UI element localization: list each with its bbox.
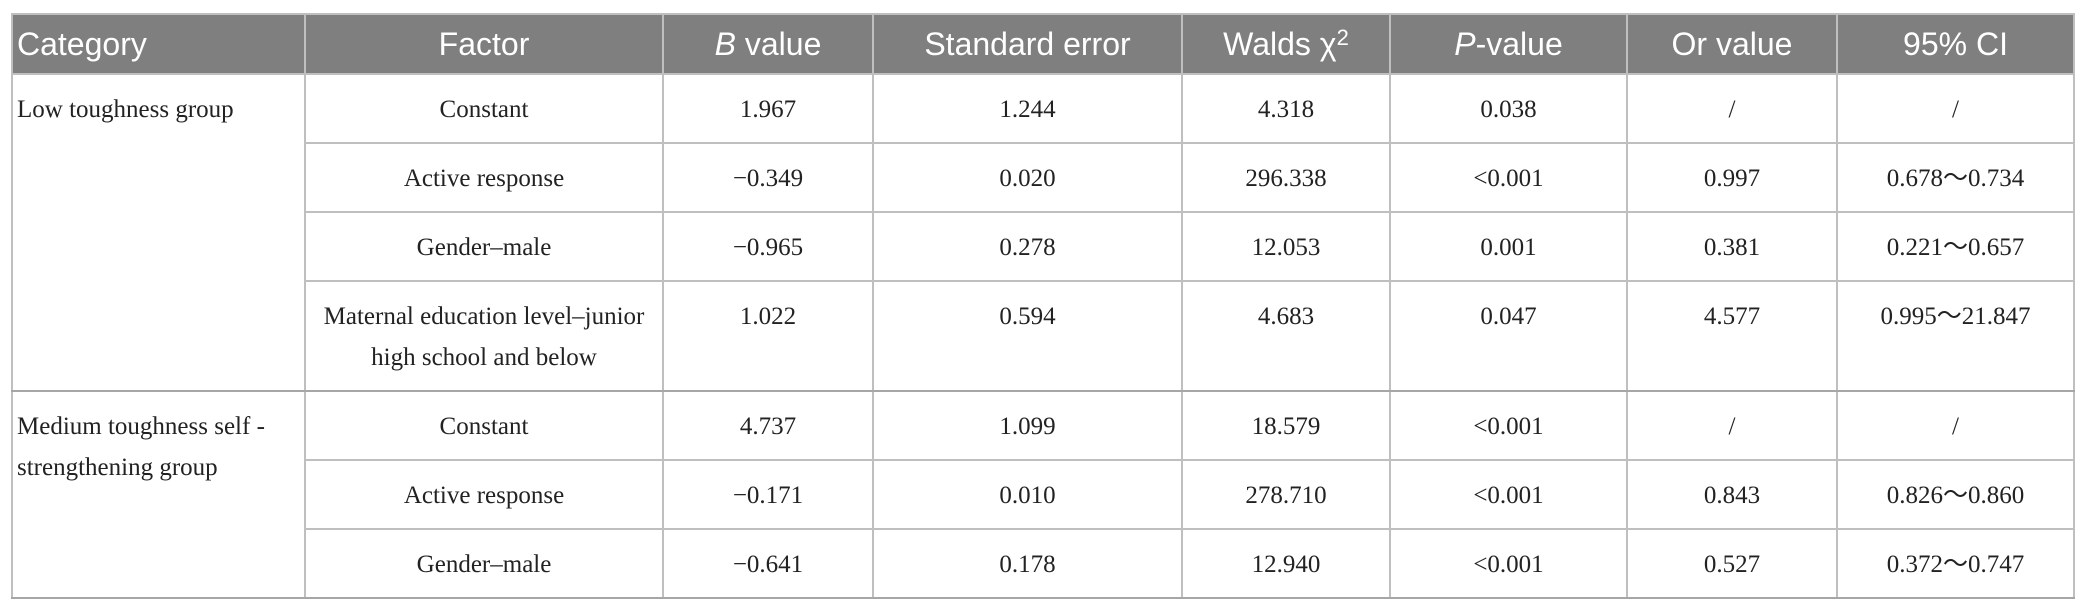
header-text: Category xyxy=(17,25,147,62)
factor-cell: Active response xyxy=(304,459,664,530)
value-cell: / xyxy=(1836,390,2075,461)
value-cell: / xyxy=(1626,73,1838,144)
value-cell: 296.338 xyxy=(1181,142,1391,213)
value-cell: 0.594 xyxy=(872,280,1183,392)
category-cell: Medium toughness self -strengthening gro… xyxy=(11,390,306,599)
column-header: Category xyxy=(11,13,306,75)
value-cell: 0.010 xyxy=(872,459,1183,530)
header-italic: P xyxy=(1454,25,1476,62)
header-text: Standard error xyxy=(924,25,1131,62)
column-header: Factor xyxy=(304,13,664,75)
header-text: -value xyxy=(1475,25,1563,62)
value-cell: 0.047 xyxy=(1389,280,1628,392)
column-header: B value xyxy=(662,13,874,75)
factor-cell: Constant xyxy=(304,73,664,144)
table-row: Maternal education level–junior high sch… xyxy=(12,280,2075,392)
value-cell: 1.967 xyxy=(662,73,874,144)
value-cell: 4.737 xyxy=(662,390,874,461)
header-italic: B xyxy=(714,25,736,62)
value-cell: 0.381 xyxy=(1626,211,1838,282)
value-cell: 0.001 xyxy=(1389,211,1628,282)
value-cell: 0.826～0.860 xyxy=(1836,459,2075,530)
table-row: Low toughness group Constant 1.967 1.244 4.3… xyxy=(11,73,2075,392)
value-cell: / xyxy=(1836,73,2075,144)
header-row: Category Factor B value Standard error Walds… xyxy=(11,13,2075,75)
value-cell: 0.527 xyxy=(1626,528,1838,599)
value-cell: 0.678～0.734 xyxy=(1836,142,2075,213)
value-cell: 4.683 xyxy=(1181,280,1391,392)
value-cell: 0.178 xyxy=(872,528,1183,599)
value-cell: 18.579 xyxy=(1181,390,1391,461)
value-cell: 0.278 xyxy=(872,211,1183,282)
value-cell: 0.020 xyxy=(872,142,1183,213)
value-cell: / xyxy=(1626,390,1838,461)
value-cell: 1.244 xyxy=(872,73,1183,144)
factor-cell: Gender–male xyxy=(304,211,664,282)
header-text: Walds χ xyxy=(1223,25,1337,62)
value-cell: 1.099 xyxy=(872,390,1183,461)
value-cell: <0.001 xyxy=(1389,528,1628,599)
header-text: 95% CI xyxy=(1903,25,2008,62)
value-cell: 12.940 xyxy=(1181,528,1391,599)
factor-cell: Active response xyxy=(304,142,664,213)
header-text: Or value xyxy=(1671,25,1793,62)
header-text: Factor xyxy=(438,25,530,62)
value-cell: −0.171 xyxy=(662,459,874,530)
column-header: P-value xyxy=(1389,13,1628,75)
value-cell: <0.001 xyxy=(1389,142,1628,213)
table-row: Gender–male −0.641 0.178 12.940 <0.001 0.527 0… xyxy=(12,528,2075,599)
factor-cell: Maternal education level–junior high sch… xyxy=(304,280,664,392)
value-cell: −0.641 xyxy=(662,528,874,599)
table-row: Medium toughness self -strengthening gro… xyxy=(11,390,2075,599)
value-cell: 278.710 xyxy=(1181,459,1391,530)
factor-cell: Constant xyxy=(304,390,664,461)
value-cell: −0.349 xyxy=(662,142,874,213)
value-cell: 4.318 xyxy=(1181,73,1391,144)
value-cell: 0.372～0.747 xyxy=(1836,528,2075,599)
table-container: Category Factor B value Standard error Walds… xyxy=(11,13,2075,599)
table-row: Gender–male −0.965 0.278 12.053 0.001 0.381 0.… xyxy=(12,211,2075,282)
header-text: value xyxy=(735,25,822,62)
column-header: 95% CI xyxy=(1836,13,2075,75)
column-header: Walds χ2 xyxy=(1181,13,1391,75)
value-cell: <0.001 xyxy=(1389,390,1628,461)
value-cell: −0.965 xyxy=(662,211,874,282)
value-cell: 0.221～0.657 xyxy=(1836,211,2075,282)
value-cell: <0.001 xyxy=(1389,459,1628,530)
value-cell: 4.577 xyxy=(1626,280,1838,392)
value-cell: 0.995～21.847 xyxy=(1836,280,2075,392)
table-row: Active response −0.349 0.020 296.338 <0.001 0… xyxy=(12,142,2075,213)
category-cell: Low toughness group xyxy=(11,73,306,392)
table-row: Active response −0.171 0.010 278.710 <0.001 0… xyxy=(12,459,2075,530)
value-cell: 0.038 xyxy=(1389,73,1628,144)
factor-cell: Gender–male xyxy=(304,528,664,599)
column-header: Standard error xyxy=(872,13,1183,75)
value-cell: 0.843 xyxy=(1626,459,1838,530)
header-superscript: 2 xyxy=(1336,24,1349,50)
value-cell: 12.053 xyxy=(1181,211,1391,282)
value-cell: 0.997 xyxy=(1626,142,1838,213)
column-header: Or value xyxy=(1626,13,1838,75)
regression-table: Category Factor B value Standard error Walds… xyxy=(11,13,2075,599)
table-body: Low toughness group Constant 1.967 1.244 4.3… xyxy=(11,73,2075,599)
value-cell: 1.022 xyxy=(662,280,874,392)
